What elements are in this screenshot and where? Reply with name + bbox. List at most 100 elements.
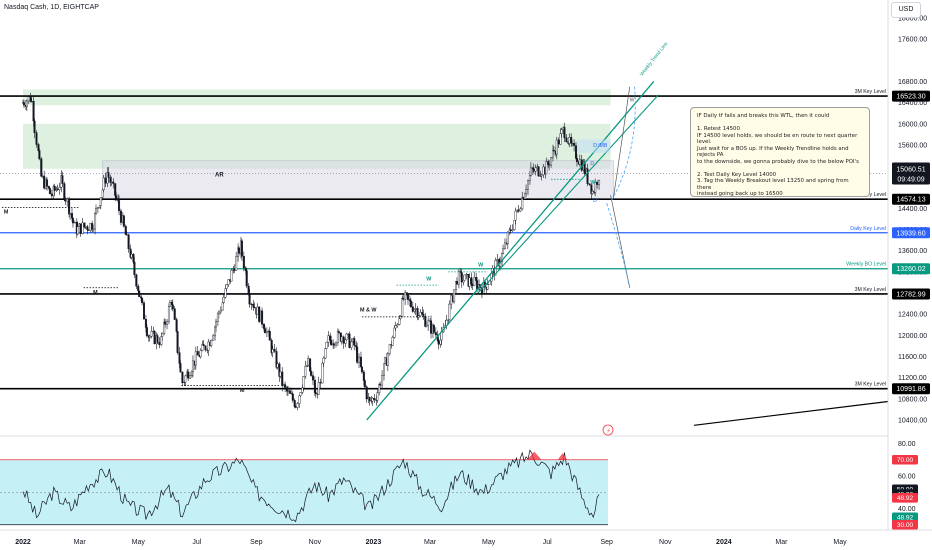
swing-label-m3: M <box>240 388 245 394</box>
candle-body <box>448 303 451 320</box>
candle-body <box>413 309 416 312</box>
candle-body <box>273 348 276 352</box>
level-label-4: 3M Key Level <box>855 287 886 293</box>
candle-body <box>551 150 554 158</box>
candle-body <box>311 375 314 381</box>
candle-body <box>168 302 171 307</box>
d-imb-zone <box>576 139 611 153</box>
candle-body <box>76 226 79 235</box>
candle-body <box>240 240 243 257</box>
candle-body <box>519 208 522 212</box>
candle-body <box>406 292 409 296</box>
zones-layer <box>23 89 614 200</box>
candle-body <box>319 382 322 384</box>
candle-body <box>79 223 82 234</box>
candle-body <box>71 217 74 224</box>
candle-body <box>171 304 174 309</box>
candle-body <box>424 316 427 327</box>
candle-body <box>419 311 422 316</box>
rsi-pane <box>0 435 888 526</box>
level-label-1: 3M Key Level <box>855 192 886 198</box>
candle-body <box>547 161 550 165</box>
candle-body <box>532 168 535 172</box>
arrow-down-grey <box>610 195 631 288</box>
price-tick-4: 16000.00 <box>898 121 927 128</box>
candle-body <box>344 339 347 344</box>
candle-body <box>214 321 217 328</box>
candle-body <box>92 228 95 231</box>
candle-body <box>102 177 105 191</box>
candle-body <box>224 288 227 298</box>
time-tick-8: May <box>482 539 496 546</box>
candle-body <box>166 321 169 325</box>
w-arrow-label: W <box>630 98 635 104</box>
candle-body <box>468 277 471 287</box>
candle-body <box>27 96 30 102</box>
rsi-overbought-1 <box>557 453 568 460</box>
candle-body <box>32 101 35 122</box>
candle-body <box>221 302 224 311</box>
time-tick-11: Nov <box>659 539 672 546</box>
candle-body <box>56 188 59 191</box>
swing-label-mw: M & W <box>360 308 377 314</box>
time-tick-6: 2023 <box>366 539 382 546</box>
candle-body <box>170 302 173 306</box>
trendline-label: Weekly Trend Line <box>639 41 669 77</box>
level-badge-text-5: 10991.86 <box>896 386 925 393</box>
candle-body <box>313 379 316 393</box>
candle-body <box>391 337 394 346</box>
candle-body <box>84 226 87 228</box>
candle-body <box>404 292 407 300</box>
candle-body <box>160 336 163 345</box>
candle-body <box>248 294 251 305</box>
analysis-note[interactable]: IF Daily tf fails and breaks this WTL, t… <box>690 107 870 197</box>
price-tick-12: 12000.00 <box>898 333 927 340</box>
candle-body <box>437 340 440 345</box>
candle-body <box>179 363 182 373</box>
d-label-1: D <box>590 161 594 167</box>
level-label-2: Daily Key Level <box>850 226 886 232</box>
candle-body <box>46 179 49 187</box>
rsi-badge-text-3: 48.92 <box>897 495 914 502</box>
candle-body <box>509 229 512 231</box>
candle-body <box>222 297 225 303</box>
level-badge-5 <box>892 383 930 395</box>
candle-body <box>304 366 307 377</box>
candle-body <box>476 280 479 290</box>
candle-body <box>50 193 53 197</box>
candle-body <box>376 392 379 401</box>
candle-body <box>194 351 197 366</box>
candle-body <box>284 384 287 388</box>
candle-body <box>293 400 296 407</box>
candle-body <box>528 175 531 181</box>
candle-body <box>537 166 540 177</box>
current-price-text: 15060.51 <box>896 166 925 173</box>
candle-body <box>379 384 382 386</box>
candle-body <box>575 158 578 163</box>
candle-body <box>294 406 297 408</box>
candle-body <box>555 139 558 155</box>
candle-body <box>40 158 43 177</box>
candle-body <box>453 289 456 302</box>
currency-button[interactable]: USD <box>891 2 921 18</box>
candle-body <box>127 234 130 250</box>
candle-body <box>145 327 148 336</box>
candle-body <box>578 159 581 165</box>
rsi-badge-0 <box>892 454 918 465</box>
candle-body <box>540 174 543 177</box>
candle-body <box>210 340 213 346</box>
candle-body <box>161 333 164 337</box>
trend-line-2 <box>477 94 659 294</box>
chart-title: Nasdaq Cash, 1D, EIGHTCAP <box>4 4 99 11</box>
candle-body <box>142 302 145 320</box>
candle-body <box>301 387 304 393</box>
candle-body <box>425 325 428 327</box>
candle-body <box>353 338 356 346</box>
price-tick-1: 17600.00 <box>898 37 927 44</box>
candle-body <box>480 287 483 294</box>
candle-body <box>81 222 84 234</box>
candle-body <box>430 320 433 334</box>
candle-body <box>359 356 362 367</box>
candle-body <box>101 189 104 198</box>
candle-body <box>153 331 156 344</box>
